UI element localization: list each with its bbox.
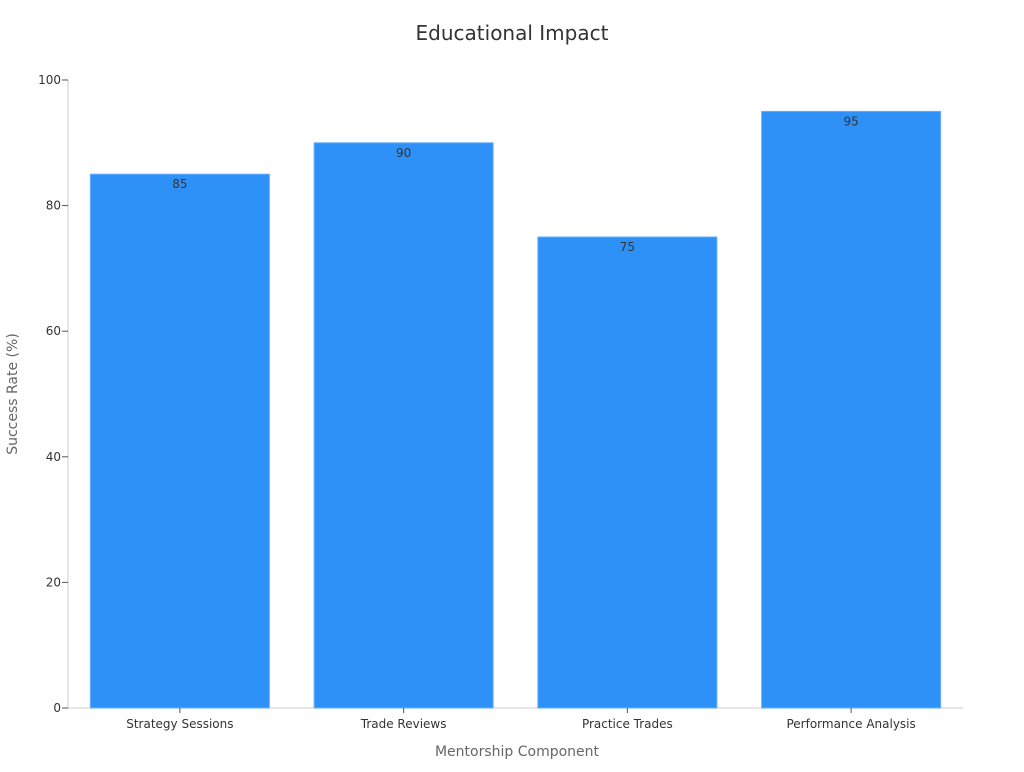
plot-area: 0 20 40 60 80 100 85 Strategy Sessions 90 Trade R…	[38, 73, 963, 731]
bar-value-label: 95	[843, 114, 858, 128]
y-tick-label: 40	[46, 450, 61, 464]
y-tick-label: 0	[53, 701, 61, 715]
bar	[313, 142, 494, 709]
y-tick-label: 80	[46, 199, 61, 213]
bar	[761, 110, 942, 709]
x-tick-label: Trade Reviews	[360, 717, 447, 731]
y-tick-label: 60	[46, 324, 61, 338]
bar	[537, 236, 718, 709]
bar-value-label: 90	[396, 146, 411, 160]
chart-title: Educational Impact	[416, 21, 609, 45]
y-tick-label: 20	[46, 575, 61, 589]
x-tick-label: Performance Analysis	[786, 717, 915, 731]
x-axis-label: Mentorship Component	[435, 744, 600, 760]
bar-value-label: 85	[172, 177, 187, 191]
bar	[89, 173, 270, 709]
y-tick-label: 100	[38, 73, 61, 87]
y-axis-label: Success Rate (%)	[5, 333, 21, 455]
bar-value-label: 75	[620, 240, 635, 254]
x-tick-label: Strategy Sessions	[126, 717, 233, 731]
x-tick-label: Practice Trades	[582, 717, 673, 731]
